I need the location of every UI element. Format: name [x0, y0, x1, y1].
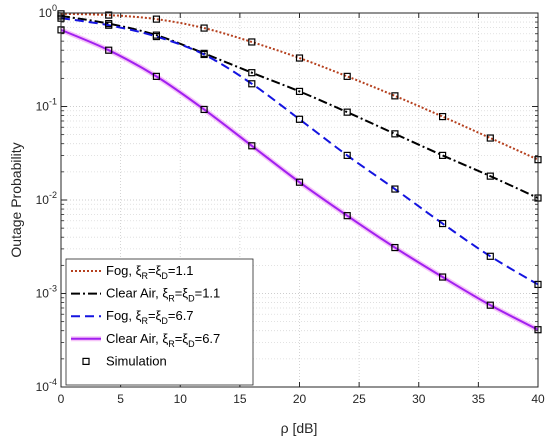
series-lines: [60, 12, 540, 332]
simulation-marker: [248, 142, 256, 150]
simulation-marker: [295, 178, 304, 186]
legend: Fog, ξR=ξD=1.1 Clear Air, ξR=ξD=1.1 Fog, ξ…: [65, 258, 254, 386]
y-tick-label: 10-4: [36, 377, 57, 394]
series-line-1: [60, 12, 539, 161]
simulation-marker: [391, 92, 399, 100]
simulation-marker: [200, 24, 208, 32]
simulation-marker: [152, 32, 160, 41]
series-line-2: [60, 14, 539, 199]
x-tick-label: 35: [472, 392, 486, 406]
legend-label-simulation: Simulation: [106, 353, 167, 368]
y-tick-label: 10-3: [36, 284, 57, 301]
simulation-marker: [105, 46, 113, 54]
x-tick-label: 30: [412, 392, 426, 406]
x-axis-label: ρ [dB]: [281, 420, 318, 436]
legend-label-4: Clear Air, ξR=ξD=6.7: [106, 331, 220, 349]
x-tick-label: 5: [117, 392, 124, 406]
x-tick-label: 20: [293, 392, 307, 406]
simulation-marker: [439, 273, 447, 281]
y-tick-label: 100: [39, 3, 57, 20]
x-axis-ticks: 0 5 10 15 20 25 30 35 40: [58, 13, 545, 406]
simulation-marker: [200, 50, 208, 59]
simulation-marker: [295, 87, 304, 96]
legend-box: [65, 258, 254, 386]
simulation-marker: [486, 252, 494, 260]
x-tick-label: 40: [531, 392, 545, 406]
simulation-marker: [295, 54, 304, 62]
legend-label-3: Fog, ξR=ξD=6.7: [106, 308, 194, 326]
simulation-marker: [200, 105, 208, 114]
simulation-marker: [486, 134, 494, 142]
legend-simulation-marker: [82, 357, 90, 365]
simulation-marker: [343, 151, 351, 159]
simulation-marker: [105, 11, 113, 19]
simulation-marker: [343, 212, 351, 220]
simulation-marker: [439, 112, 447, 121]
simulation-marker: [486, 172, 494, 180]
y-axis-ticks: 100 10-1 10-2 10-3 10-4: [36, 3, 538, 394]
series-line-4: [60, 28, 539, 331]
simulation-marker: [439, 219, 447, 228]
simulation-marker: [343, 72, 351, 80]
simulation-marker: [105, 21, 113, 29]
legend-label-1: Fog, ξR=ξD=1.1: [106, 263, 194, 281]
y-axis-label: Outage Probability: [8, 142, 24, 257]
x-tick-label: 0: [58, 392, 65, 406]
simulation-marker: [486, 301, 494, 309]
legend-label-2: Clear Air, ξR=ξD=1.1: [106, 286, 220, 304]
simulation-marker: [343, 108, 351, 116]
simulation-marker: [391, 185, 399, 193]
simulation-marker: [439, 151, 447, 159]
x-tick-label: 15: [233, 392, 247, 406]
simulation-marker: [152, 15, 160, 23]
x-tick-label: 10: [174, 392, 188, 406]
simulation-marker: [248, 38, 256, 46]
grid: [61, 13, 538, 387]
y-tick-label: 10-2: [36, 190, 57, 207]
simulation-marker: [152, 72, 160, 80]
y-tick-label: 10-1: [36, 97, 57, 114]
simulation-marker: [248, 69, 256, 77]
simulation-marker: [295, 115, 304, 123]
simulation-marker: [391, 243, 399, 252]
simulation-marker: [391, 130, 399, 138]
x-tick-label: 25: [352, 392, 366, 406]
simulation-marker: [248, 80, 256, 88]
